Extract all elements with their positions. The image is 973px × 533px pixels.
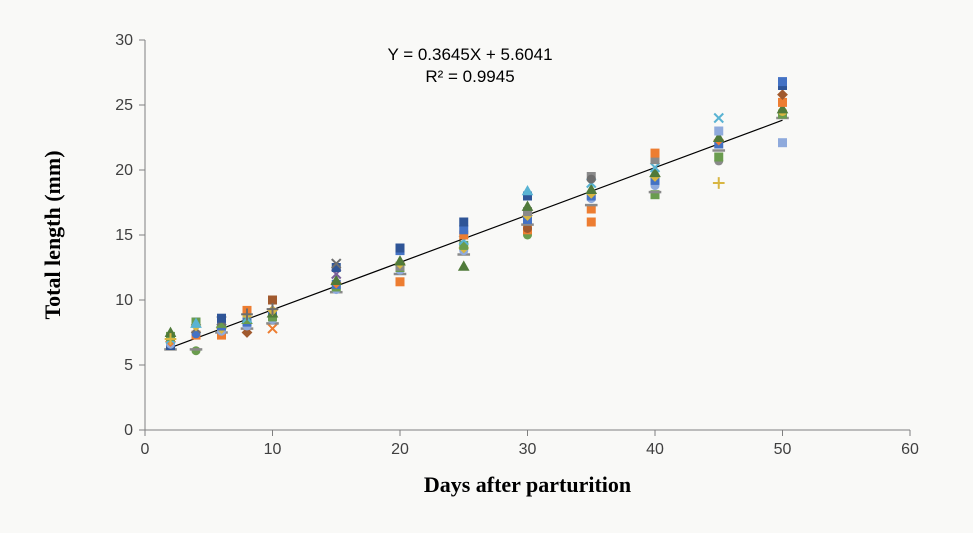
x-tick-label: 10 bbox=[264, 441, 282, 458]
y-tick-label: 0 bbox=[124, 422, 133, 439]
data-point bbox=[778, 138, 787, 147]
data-point bbox=[396, 277, 405, 286]
scatter-chart: 0 5 10 15 20 25 30 0 10 20 30 40 50 60 Days after part… bbox=[0, 0, 973, 533]
x-tick-label: 0 bbox=[141, 441, 150, 458]
data-point bbox=[714, 127, 723, 136]
regression-equation: Y = 0.3645X + 5.6041 bbox=[387, 45, 552, 64]
x-axis-label: Days after parturition bbox=[424, 472, 631, 497]
data-point bbox=[192, 346, 201, 355]
r-squared: R² = 0.9945 bbox=[425, 67, 514, 86]
data-point bbox=[459, 225, 468, 234]
y-tick-label: 5 bbox=[124, 357, 133, 374]
y-tick-label: 30 bbox=[115, 32, 133, 49]
y-tick-label: 10 bbox=[115, 292, 133, 309]
data-point bbox=[396, 244, 405, 253]
y-axis-label: Total length (mm) bbox=[40, 150, 65, 319]
x-tick-label: 50 bbox=[774, 441, 792, 458]
data-point bbox=[268, 296, 277, 305]
data-point bbox=[778, 77, 787, 86]
x-tick-label: 40 bbox=[646, 441, 664, 458]
data-point bbox=[587, 175, 596, 184]
data-point bbox=[651, 149, 660, 158]
y-tick-label: 25 bbox=[115, 97, 133, 114]
x-tick-label: 30 bbox=[519, 441, 537, 458]
x-tick-label: 60 bbox=[901, 441, 919, 458]
data-point bbox=[459, 218, 468, 227]
data-point bbox=[587, 218, 596, 227]
chart-svg: 0 5 10 15 20 25 30 0 10 20 30 40 50 60 Days after part… bbox=[0, 0, 973, 533]
data-point bbox=[714, 153, 723, 162]
data-point bbox=[217, 314, 226, 323]
y-tick-label: 20 bbox=[115, 162, 133, 179]
y-tick-label: 15 bbox=[115, 227, 133, 244]
x-tick-label: 20 bbox=[391, 441, 409, 458]
